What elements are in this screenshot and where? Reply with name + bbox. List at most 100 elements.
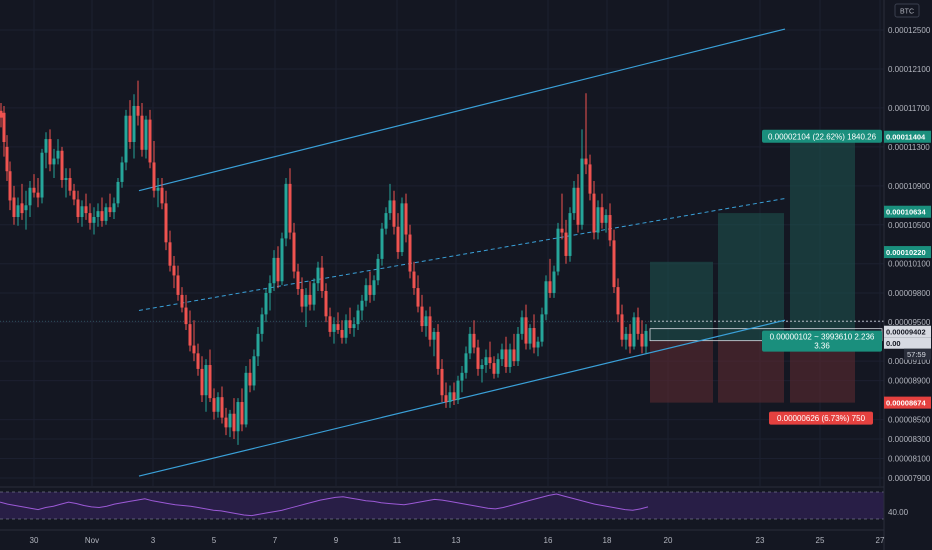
candle-body — [16, 205, 20, 217]
candle-body — [28, 187, 32, 206]
candle-body — [356, 310, 360, 325]
candle-body — [436, 331, 440, 369]
candle-body — [156, 187, 160, 191]
candle-body — [44, 139, 48, 153]
price-tag-mid-text: 0.00010634 — [886, 208, 926, 217]
candle-body — [452, 392, 456, 401]
y-tick-label: 0.00011700 — [888, 104, 930, 113]
price-tag-partial-text: 0.00 — [886, 339, 901, 348]
price-tag-stop-text: 0.00008674 — [886, 399, 926, 408]
candle-body — [616, 287, 620, 315]
candle-body — [588, 164, 592, 194]
candle-body — [36, 192, 40, 198]
candle-body — [364, 285, 368, 301]
candle-body — [100, 211, 104, 221]
candle-body — [192, 345, 196, 354]
rsi-level-label: 40.00 — [888, 508, 909, 517]
candle-body — [376, 258, 380, 281]
position-info-line1: 0.00000102 ~ 3993610 2.236 — [770, 333, 875, 342]
candle-body — [124, 115, 128, 163]
candle-body — [228, 413, 232, 428]
profit-zone[interactable] — [790, 136, 855, 341]
candle-body — [320, 267, 324, 292]
symbol-badge[interactable] — [894, 3, 920, 18]
candle-body — [564, 232, 568, 256]
candle-body — [2, 112, 6, 142]
candle-body — [212, 398, 216, 412]
candle-body — [5, 146, 9, 172]
candle-body — [152, 162, 156, 191]
channel-upper-line[interactable] — [138, 28, 786, 192]
candle-body — [96, 211, 100, 217]
candle-body — [368, 285, 372, 295]
candle-body — [200, 368, 204, 396]
candle-body — [160, 187, 164, 204]
candle-body — [392, 200, 396, 227]
price-tag-current-text: 0.00009402 — [886, 328, 926, 337]
candle-body — [432, 331, 436, 340]
candle-body — [312, 283, 316, 305]
candle-body — [636, 317, 640, 334]
candle-body — [428, 316, 432, 340]
channel-middle-line[interactable] — [138, 197, 786, 311]
candle-body — [140, 115, 144, 150]
candle-body — [604, 215, 608, 223]
candle-body — [208, 365, 212, 399]
x-tick-label: 5 — [212, 536, 217, 545]
candle-body — [420, 306, 424, 327]
time-axis[interactable]: 30 Nov 3 5 7 9 11 13 16 18 20 23 25 27 — [0, 529, 885, 545]
price-tag-mid — [884, 205, 931, 218]
x-tick-label: 3 — [151, 536, 156, 545]
price-tag-target-text: 0.00011404 — [886, 133, 926, 142]
channel-lower-line[interactable] — [138, 319, 786, 477]
candle-body — [112, 203, 116, 213]
x-tick-label: 27 — [876, 536, 885, 545]
profit-zone[interactable] — [650, 261, 713, 341]
bar-countdown — [904, 348, 931, 360]
candle-body — [640, 333, 644, 347]
loss-zone[interactable] — [650, 340, 713, 403]
y-tick-label: 0.00010500 — [888, 221, 931, 230]
candle-body — [624, 333, 628, 340]
candle-body — [264, 292, 268, 315]
y-tick-label: 0.00010100 — [888, 260, 931, 269]
y-tick-label: 0.00008100 — [888, 455, 931, 464]
candle-body — [568, 213, 572, 256]
candle-body — [180, 294, 184, 308]
candle-body — [272, 257, 276, 284]
candle-body — [324, 291, 328, 317]
candle-body — [372, 280, 376, 295]
candle-body — [456, 380, 460, 401]
parallel-channel[interactable] — [138, 28, 786, 477]
candle-body — [560, 228, 564, 233]
candle-body — [248, 372, 252, 386]
candle-body — [552, 271, 556, 293]
candle-body — [8, 171, 12, 201]
candle-body — [76, 199, 80, 217]
candle-body — [524, 317, 528, 344]
candle-body — [408, 234, 412, 272]
candle-body — [240, 402, 244, 425]
candle-body — [468, 333, 472, 354]
position-info-line2: 3.36 — [814, 342, 830, 351]
candle-body — [340, 329, 344, 338]
candle-body — [572, 187, 576, 214]
candle-body — [448, 392, 452, 403]
candle-body — [32, 187, 36, 193]
candle-body — [344, 320, 348, 338]
x-tick-label: 13 — [452, 536, 461, 545]
candle-body — [400, 203, 404, 253]
loss-label-text: 0.00000626 (6.73%) 750 — [777, 414, 866, 423]
y-tick-label: 0.00009800 — [888, 289, 931, 298]
candle-body — [12, 197, 16, 217]
candle-body — [108, 207, 112, 213]
candle-body — [548, 281, 552, 293]
candle-body — [316, 267, 320, 284]
price-tag-stop — [884, 396, 931, 409]
candle-body — [384, 213, 388, 229]
profit-zone[interactable] — [718, 213, 784, 341]
long-position-tool[interactable] — [0, 136, 884, 403]
price-axis[interactable]: 0.00012500 0.00012100 0.00011700 0.00011300… — [883, 0, 932, 550]
candle-body — [416, 288, 420, 307]
